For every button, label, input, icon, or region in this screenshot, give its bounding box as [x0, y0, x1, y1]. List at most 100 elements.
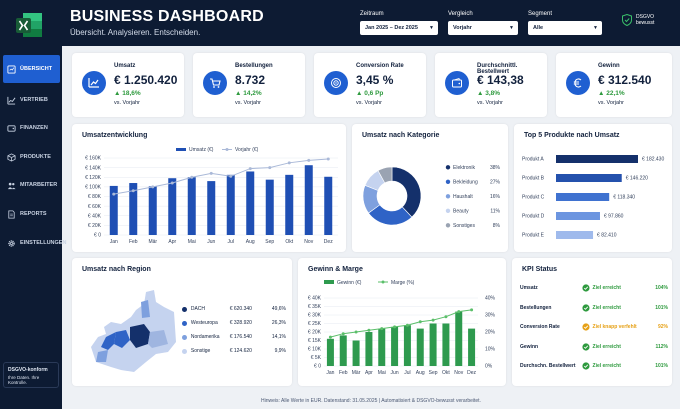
- filter-label-vergleich: Vergleich: [448, 11, 473, 17]
- header: BUSINESS DASHBOARD Übersicht. Analysiere…: [62, 0, 680, 46]
- product-bar: [556, 174, 622, 182]
- zeitraum-select[interactable]: Jan 2025 – Dez 2025 ▼: [360, 21, 438, 35]
- dsgvo-info-box: DSGVO-konform Ihre Daten. Ihre Kontrolle…: [3, 362, 59, 388]
- y-tick-label: € 80K: [88, 194, 102, 200]
- kpi-value: 3,45 %: [356, 73, 394, 87]
- kpi-status-name: Conversion Rate: [520, 324, 560, 330]
- product-value: € 82.410: [597, 233, 617, 239]
- kategorie-chart: Elektronik 38% Bekleidung 27% Haushalt 16% Bea…: [362, 165, 501, 229]
- footer-note: Hinweis: Alle Werte in EUR. Datenstand: …: [261, 397, 481, 404]
- kpi-label: Gewinn: [598, 63, 620, 69]
- y-tick-label: € 140K: [85, 165, 102, 171]
- umsatz-bar: [324, 176, 333, 235]
- marge-point: [405, 323, 409, 327]
- wallet-icon: [7, 124, 16, 132]
- x-tick-label: Jun: [391, 370, 399, 376]
- sidebar-item-mitarbeiter[interactable]: MITARBEITER: [3, 171, 60, 199]
- legend-label-vorjahr: Vorjahr (€): [235, 147, 259, 153]
- top5-chart: Produkt A € 182.430 Produkt B € 146.220 Prod…: [522, 155, 664, 239]
- check-circle-icon: [581, 303, 590, 312]
- vorjahr-point: [151, 185, 155, 189]
- sidebar-item-produkte[interactable]: PRODUKTE: [3, 143, 60, 171]
- legend-value: 38%: [490, 165, 501, 171]
- umsatz-bar: [109, 185, 118, 235]
- vorjahr-point: [287, 161, 291, 165]
- kpi-label: Umsatz: [114, 63, 136, 69]
- sidebar-item-reports[interactable]: REPORTS: [3, 200, 60, 228]
- people-icon: [7, 182, 16, 189]
- vorjahr-point: [229, 174, 233, 178]
- kpi-status-text: Ziel erreicht: [592, 343, 621, 350]
- sidebar-item-finanzen[interactable]: FINANZEN: [3, 114, 60, 142]
- region-value: € 176.540: [229, 334, 252, 340]
- x-tick-label: Nov: [454, 370, 463, 376]
- region-row: Westeuropa € 328.920 26,3%: [182, 320, 286, 326]
- region-name: Westeuropa: [190, 320, 218, 326]
- sidebar-item-label: EINSTELLUNGEN: [20, 240, 67, 246]
- umsatz-bar: [168, 178, 177, 235]
- region-card: Umsatz nach Region DACH € 620.340 49,6% Wes…: [72, 258, 292, 386]
- legend-marker-marge: [381, 280, 385, 284]
- kpi-status-row: Gewinn Ziel erreicht 112%: [520, 342, 668, 351]
- legend-label-marge: Marge (%): [391, 280, 415, 286]
- kpi-card-bestellungen: Bestellungen 8.732 ▲ 14,2% vs. Vorjahr: [193, 53, 305, 117]
- kpi-card-gewinn: Gewinn € 312.540 ▲ 22,1% vs. Vorjahr: [556, 53, 672, 117]
- vorjahr-point: [268, 166, 272, 170]
- dsgvo-badge: DSGVO bewusst: [622, 14, 654, 26]
- gewinn-bar: [339, 335, 347, 366]
- gewinn-bar: [429, 323, 437, 366]
- y-tick-label: € 160K: [85, 156, 102, 162]
- chevron-down-icon: ▼: [593, 25, 598, 31]
- vorjahr-point: [131, 189, 135, 193]
- x-tick-label: Mai: [188, 239, 196, 245]
- gewinn-bar: [365, 332, 373, 366]
- kpi-status-pct: 101%: [655, 304, 668, 311]
- sidebar-item-uebersicht[interactable]: ÜBERSICHT: [3, 55, 60, 83]
- kpi-status-text: Ziel erreicht: [592, 285, 621, 291]
- kpi-sub: vs. Vorjahr: [235, 100, 261, 106]
- wallet-icon: [445, 71, 469, 95]
- y-tick-label-right: 30%: [485, 313, 496, 319]
- sidebar-item-vertrieb[interactable]: VERTRIEB: [3, 86, 60, 114]
- legend-dot: [445, 179, 451, 184]
- check-circle-icon: [581, 284, 590, 292]
- kpi-status-row: Bestellungen Ziel erreicht 101%: [520, 303, 668, 312]
- kpi-change: ▲ 18,6%: [114, 90, 141, 97]
- kpi-card-conversion: Conversion Rate 3,45 % ▲ 0,6 Pp vs. Vorj…: [314, 53, 426, 117]
- x-tick-label: Feb: [129, 239, 138, 245]
- x-tick-label: Dez: [467, 370, 476, 376]
- region-name: Sonstige: [190, 348, 211, 354]
- kpi-value: € 312.540: [598, 73, 652, 87]
- y-tick-label: € 20K: [88, 223, 102, 229]
- kpi-status-card: KPI Status Umsatz Ziel erreicht 104% Bestel…: [512, 258, 672, 386]
- legend-value: 8%: [493, 223, 501, 229]
- kategorie-card: Umsatz nach Kategorie Elektronik 38% Bekle…: [352, 124, 508, 252]
- vergleich-select[interactable]: Vorjahr ▼: [448, 21, 518, 35]
- vorjahr-point: [307, 158, 311, 162]
- kpi-change: ▲ 14,2%: [235, 90, 262, 97]
- marge-point: [393, 325, 397, 329]
- kpi-status-name: Umsatz: [520, 285, 538, 291]
- sidebar-item-einstellungen[interactable]: EINSTELLUNGEN: [3, 229, 66, 257]
- x-tick-label: Okt: [285, 239, 293, 245]
- umsatz-chart: Umsatz (€) Vorjahr (€) € 0 € 20K € 40K € 60K €…: [85, 147, 338, 245]
- gewinn-bar: [416, 328, 424, 366]
- kpi-card-umsatz: Umsatz € 1.250.420 ▲ 18,6% vs. Vorjahr: [72, 53, 184, 117]
- chevron-down-icon: ▼: [429, 25, 434, 31]
- kpi-status-pct: 112%: [655, 343, 668, 350]
- cart-icon: [203, 71, 227, 95]
- legend-dot: [445, 208, 451, 213]
- overview-icon: [7, 64, 16, 74]
- segment-select[interactable]: Alle ▼: [528, 21, 602, 35]
- product-label: Produkt A: [522, 157, 544, 163]
- marge-point: [457, 310, 461, 314]
- card-title: Gewinn & Marge: [308, 266, 363, 273]
- check-circle-icon: [581, 323, 590, 331]
- kpi-status-pct: 104%: [655, 285, 668, 291]
- umsatz-bar: [148, 186, 157, 235]
- legend-label: Haushalt: [453, 194, 473, 200]
- umsatz-bar: [129, 183, 138, 235]
- marge-point: [444, 315, 448, 319]
- kpi-value: € 1.250.420: [114, 73, 178, 87]
- product-label: Produkt B: [522, 176, 545, 182]
